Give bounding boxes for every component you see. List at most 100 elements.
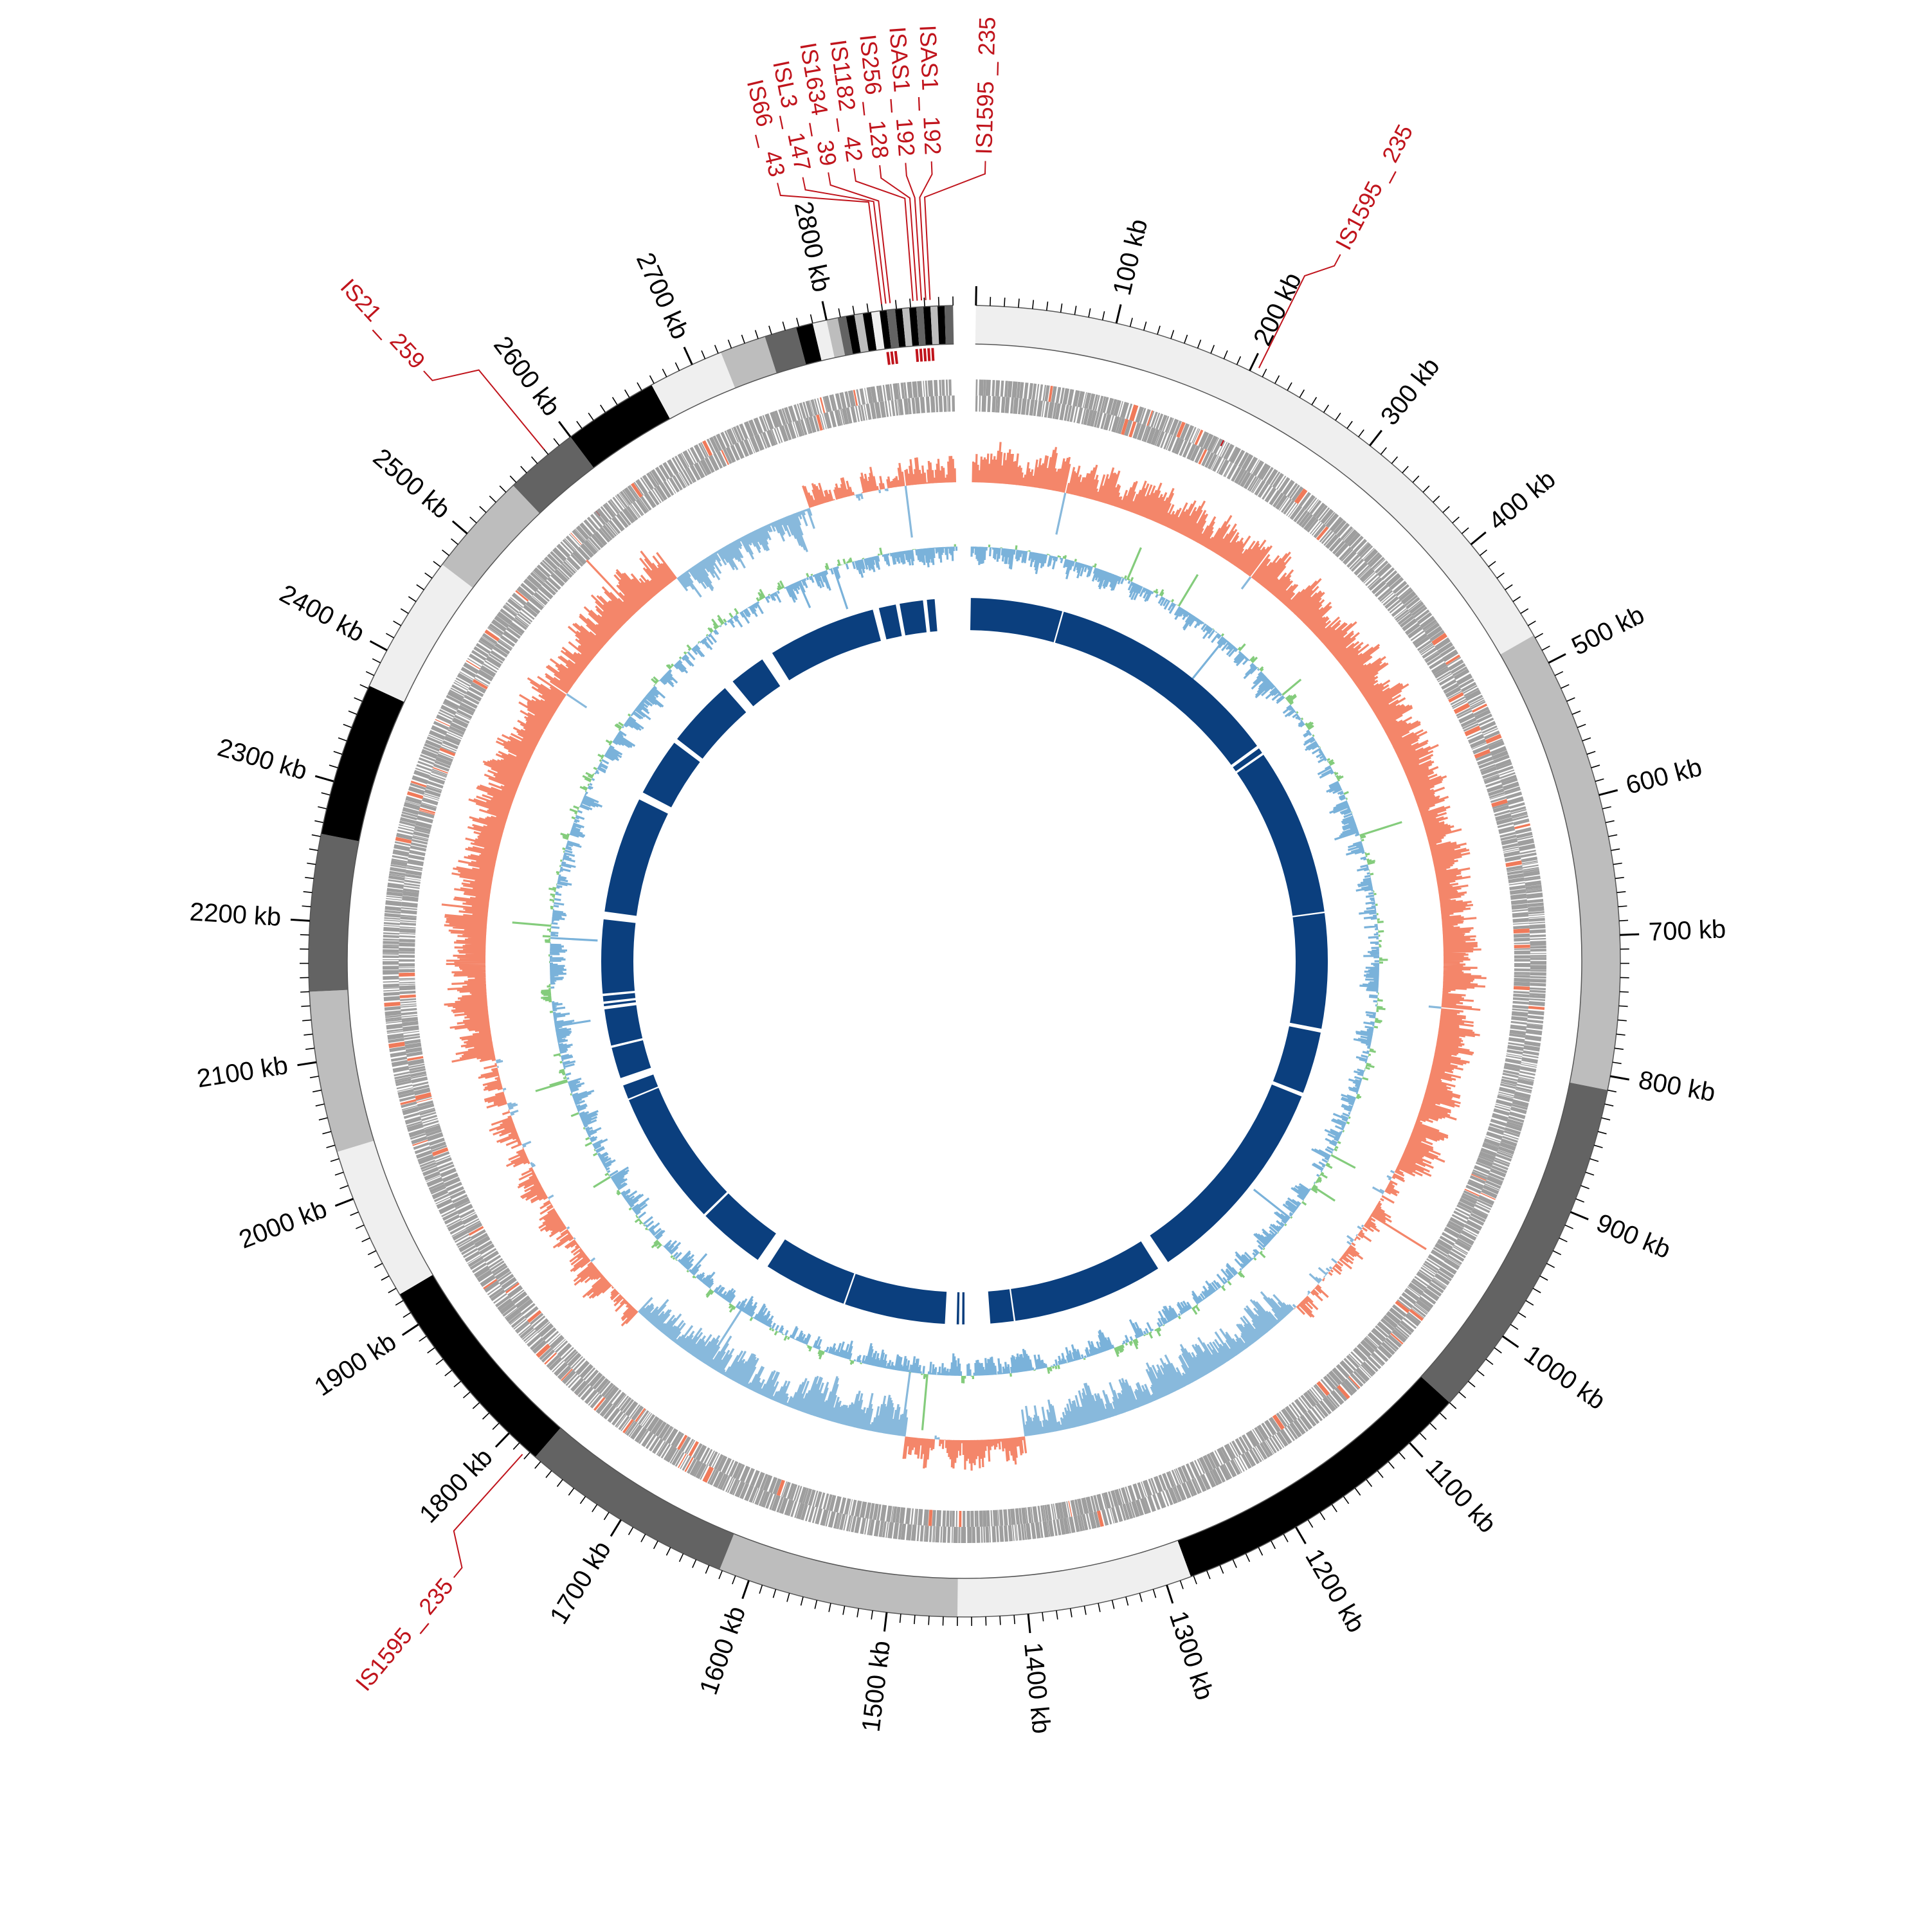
minor-tick <box>463 1392 470 1398</box>
minor-tick <box>322 1132 331 1134</box>
tick-label: 1600 kb <box>694 1603 751 1699</box>
minor-tick <box>1613 1062 1622 1063</box>
gene-feature <box>1514 968 1530 971</box>
gene-feature <box>1530 955 1546 957</box>
minor-tick <box>1258 1548 1262 1556</box>
minor-tick <box>1343 1496 1348 1503</box>
gene-feature <box>1530 970 1546 971</box>
minor-tick <box>532 456 538 464</box>
homology-block <box>1011 1241 1158 1321</box>
is-element-leader-line <box>925 161 985 300</box>
gene-feature <box>423 1120 439 1126</box>
minor-tick <box>1413 476 1419 482</box>
minor-tick <box>428 1348 435 1353</box>
minor-tick <box>990 297 991 306</box>
minor-tick <box>1513 597 1521 602</box>
minor-tick <box>1300 390 1304 397</box>
gene-feature <box>1031 1522 1037 1539</box>
minor-tick <box>1233 1560 1236 1568</box>
major-tick <box>298 1062 317 1065</box>
tick-label: 1000 kb <box>1519 1340 1611 1415</box>
gene-feature <box>401 1011 417 1015</box>
minor-tick <box>625 390 629 397</box>
minor-tick <box>1388 1461 1394 1468</box>
gene-feature <box>976 1511 979 1527</box>
minor-tick <box>613 397 617 405</box>
gene-feature <box>1530 961 1546 965</box>
minor-tick <box>1598 1132 1607 1134</box>
minor-tick <box>1283 1534 1288 1542</box>
minor-tick <box>637 383 642 390</box>
gene-feature <box>401 902 418 908</box>
gene-feature <box>970 1511 974 1527</box>
gene-feature <box>383 959 399 960</box>
minor-tick <box>554 438 559 446</box>
gene-feature <box>986 1510 990 1526</box>
minor-tick <box>360 685 368 689</box>
gene-feature <box>1514 975 1530 978</box>
gene-feature <box>943 395 946 411</box>
gene-feature <box>979 379 984 395</box>
gene-feature <box>385 1006 401 1011</box>
tick-label: 2300 kb <box>215 733 311 785</box>
tick-label: 2200 kb <box>189 898 282 932</box>
minor-tick <box>857 1609 858 1618</box>
minor-tick <box>1399 1452 1405 1459</box>
contig-segment <box>369 564 473 702</box>
minor-tick <box>408 597 416 602</box>
gene-feature <box>981 1527 983 1543</box>
gene-feature <box>1004 397 1010 413</box>
tick-label: 400 kb <box>1483 465 1561 536</box>
gene-feature <box>1513 923 1529 925</box>
gene-feature <box>1530 988 1546 990</box>
homology-block <box>772 609 881 680</box>
gene-feature <box>1525 1035 1542 1042</box>
major-tick <box>496 1433 509 1447</box>
gene-feature <box>917 1525 920 1541</box>
tick-label: 200 kb <box>1248 268 1307 350</box>
minor-tick <box>1586 1172 1594 1175</box>
gene-feature <box>1512 1011 1528 1017</box>
gene-feature <box>1508 1037 1525 1043</box>
gene-feature <box>384 922 400 925</box>
gene-feature <box>923 381 925 397</box>
minor-tick <box>322 793 331 795</box>
gene-feature <box>1024 383 1029 399</box>
gene-feature <box>401 1005 417 1007</box>
minor-tick <box>1366 1479 1372 1486</box>
gene-feature <box>992 380 995 396</box>
gene-feature <box>384 925 400 927</box>
minor-tick <box>1615 1048 1624 1049</box>
minor-tick <box>419 1336 426 1341</box>
minor-tick <box>480 507 486 513</box>
minor-tick <box>1617 1034 1626 1035</box>
minor-tick <box>1620 991 1629 992</box>
is-element-label: IS21 _ 259 <box>336 273 431 374</box>
contig-segment <box>309 990 374 1152</box>
gene-feature <box>975 395 978 411</box>
homology-block <box>1273 1026 1321 1093</box>
minor-tick <box>1056 1611 1058 1620</box>
gene-feature <box>399 969 415 972</box>
minor-tick <box>340 1186 348 1189</box>
gene-feature <box>407 859 424 866</box>
is-element-marker <box>917 349 918 362</box>
contig-segment <box>442 485 540 588</box>
minor-tick <box>924 298 925 307</box>
gene-feature <box>992 1526 996 1542</box>
homology-block <box>1237 755 1325 916</box>
gene-feature <box>1529 924 1545 929</box>
gene-feature <box>995 380 1000 396</box>
gene-feature <box>1528 1001 1544 1006</box>
is-element-label: IS1595 _ 235 <box>970 17 1001 155</box>
minor-tick <box>1533 1288 1541 1293</box>
gene-feature <box>1001 381 1004 397</box>
major-tick <box>453 521 467 534</box>
minor-tick <box>388 1288 396 1293</box>
minor-tick <box>1605 1104 1614 1106</box>
major-tick <box>559 422 570 437</box>
major-tick <box>291 919 310 921</box>
gene-feature <box>1528 914 1544 916</box>
minor-tick <box>1462 528 1469 534</box>
gene-feature <box>399 984 415 986</box>
